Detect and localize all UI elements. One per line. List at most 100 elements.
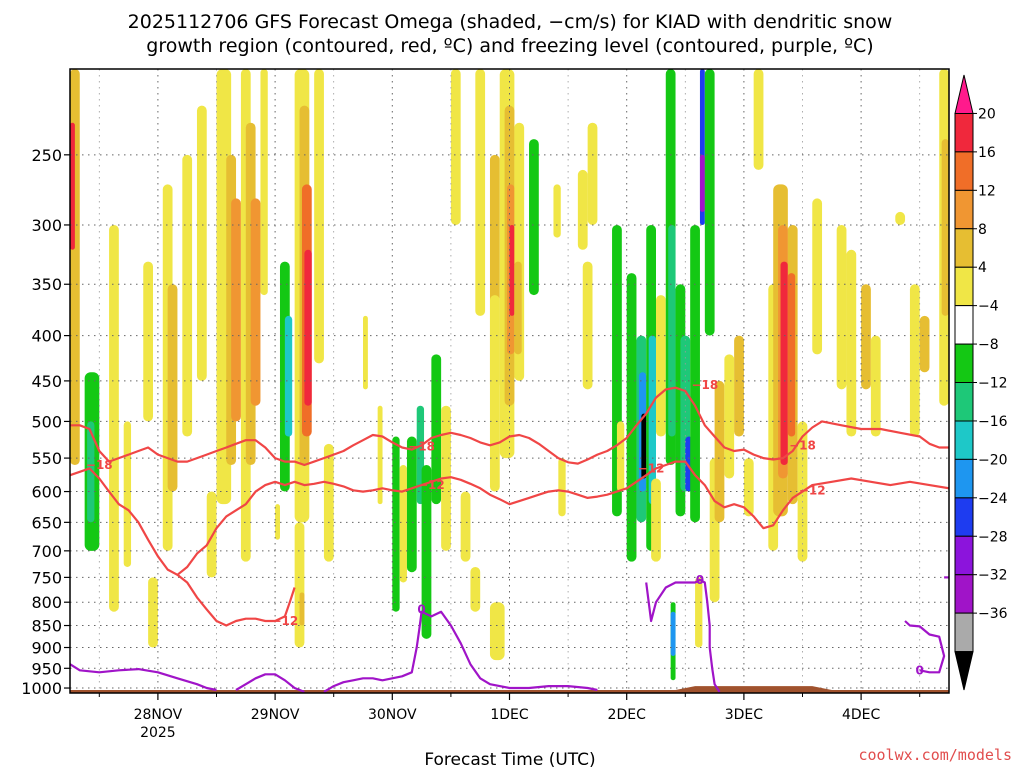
omega-cell-11 xyxy=(182,154,193,437)
omega-cell-8 xyxy=(148,577,158,648)
omega-cell-102 xyxy=(780,261,788,466)
omega-cell-62 xyxy=(553,184,561,238)
omega-cell-47 xyxy=(489,602,505,661)
omega-cell-116 xyxy=(919,315,930,373)
omega-cell-28 xyxy=(304,249,312,406)
dgz-contour-label: −12 xyxy=(638,461,665,475)
omega-cell-118 xyxy=(941,139,949,316)
x-tick-label-2: 30NOV xyxy=(368,707,417,723)
colorbar-swatch-11 xyxy=(954,497,974,537)
y-tick-label-750: 750 xyxy=(31,568,62,587)
omega-cell-45 xyxy=(460,491,471,562)
y-tick-label-250: 250 xyxy=(31,146,62,165)
omega-cell-41 xyxy=(431,354,442,505)
omega-cell-112 xyxy=(870,335,881,437)
omega-cell-110 xyxy=(846,249,857,437)
omega-cell-5 xyxy=(123,421,132,567)
freezing-level-contour-label: 0 xyxy=(916,663,924,677)
colorbar-label-2: 12 xyxy=(978,183,996,199)
omega-cell-97 xyxy=(753,69,764,170)
omega-cell-77 xyxy=(651,478,661,562)
omega-cell-76 xyxy=(648,335,656,505)
omega-shading xyxy=(70,69,949,681)
y-tick-label-500: 500 xyxy=(31,412,62,431)
omega-cell-24 xyxy=(284,315,293,437)
freezing-level-contour-label: 0 xyxy=(417,602,425,616)
x-tick-label-3: 1DEC xyxy=(490,707,529,723)
omega-cell-33 xyxy=(363,315,368,390)
omega-cell-7 xyxy=(143,261,154,422)
omega-cell-38 xyxy=(406,436,417,573)
omega-cell-69 xyxy=(616,421,625,492)
x-tick-label-4: 2DEC xyxy=(608,707,647,723)
omega-cell-34 xyxy=(377,405,383,505)
omega-cell-4 xyxy=(109,224,119,612)
omega-cell-46 xyxy=(470,566,481,612)
freezing-level-contour-0 xyxy=(70,663,217,692)
y-tick-label-450: 450 xyxy=(31,372,62,391)
dgz-contour-2 xyxy=(176,573,296,627)
omega-cell-96 xyxy=(743,458,754,517)
omega-cell-50 xyxy=(475,69,486,316)
omega-cell-32 xyxy=(323,443,334,562)
freezing-level-contour-4 xyxy=(904,620,946,674)
gridlines xyxy=(70,69,949,693)
omega-cell-111 xyxy=(861,284,871,390)
x-tick-label-6: 4DEC xyxy=(842,707,881,723)
colorbar-swatch-8 xyxy=(954,382,974,422)
omega-cell-29 xyxy=(294,522,305,648)
omega-cell-82 xyxy=(670,611,676,656)
omega-cell-40 xyxy=(421,465,432,639)
x-tick-label-1: 29NOV xyxy=(251,707,300,723)
colorbar-label-5: −4 xyxy=(978,299,999,315)
colorbar-swatch-4 xyxy=(954,228,974,268)
dgz-contour-label: −18 xyxy=(86,458,113,472)
colorbar-swatch-7 xyxy=(954,343,974,383)
y-tick-label-900: 900 xyxy=(31,639,62,658)
colorbar-swatch-3 xyxy=(954,189,974,230)
y-tick-label-700: 700 xyxy=(31,542,62,561)
omega-cell-87 xyxy=(695,577,703,648)
omega-cell-3 xyxy=(87,421,95,523)
colorbar-label-6: −8 xyxy=(978,337,999,353)
omega-cell-30 xyxy=(299,592,305,626)
dgz-contour-label: −12 xyxy=(418,478,445,492)
credit-text: coolwx.com/models xyxy=(858,746,1012,764)
y-tick-label-600: 600 xyxy=(31,483,62,502)
x-tick-label-0: 28NOV xyxy=(134,707,183,723)
contour-lines: −18 −18 −18 −18 −12 −12 −12 −12 0 0 0 xyxy=(70,378,949,693)
x-tick-sublabel-0: 2025 xyxy=(140,725,176,741)
colorbar: 20 16 12 8 4 −4 −8 −12 −16 −20 −24 −28 −32 −36 xyxy=(954,74,1008,691)
colorbar-label-10: −24 xyxy=(978,491,1008,507)
colorbar-swatch-14 xyxy=(954,612,974,653)
omega-cell-92 xyxy=(714,380,725,523)
omega-cell-48 xyxy=(450,69,461,225)
dgz-contour-label: −12 xyxy=(799,483,826,497)
colorbar-swatch-0 xyxy=(954,74,974,114)
omega-cell-80 xyxy=(668,224,676,437)
colorbar-swatch-2 xyxy=(954,151,974,191)
colorbar-label-8: −16 xyxy=(978,414,1008,430)
omega-cell-104 xyxy=(787,273,796,437)
y-tick-label-1000: 1000 xyxy=(21,679,62,698)
dgz-contour-1 xyxy=(70,460,949,576)
freezing-level-contour-3 xyxy=(645,578,721,693)
omega-cell-78 xyxy=(656,295,666,437)
omega-cell-63 xyxy=(558,458,566,517)
y-tick-label-300: 300 xyxy=(31,216,62,235)
omega-cell-17 xyxy=(231,198,241,422)
omega-cell-22 xyxy=(275,504,280,540)
y-axis: 250 300 350 400 450 500 550 600 650 700 750 800 850 9… xyxy=(21,146,70,698)
y-tick-label-650: 650 xyxy=(31,513,62,532)
plot-area: −18 −18 −18 −18 −12 −12 −12 −12 0 0 0 xyxy=(69,68,950,694)
colorbar-swatch-10 xyxy=(954,458,974,499)
omega-cell-89 xyxy=(699,154,705,212)
omega-cell-36 xyxy=(392,436,400,612)
colorbar-swatch-9 xyxy=(954,420,974,460)
freezing-level-contour-label: 0 xyxy=(696,573,704,587)
omega-cell-60 xyxy=(529,139,539,296)
colorbar-label-4: 4 xyxy=(978,260,987,276)
colorbar-label-1: 16 xyxy=(978,145,996,161)
colorbar-label-0: 20 xyxy=(978,106,996,122)
